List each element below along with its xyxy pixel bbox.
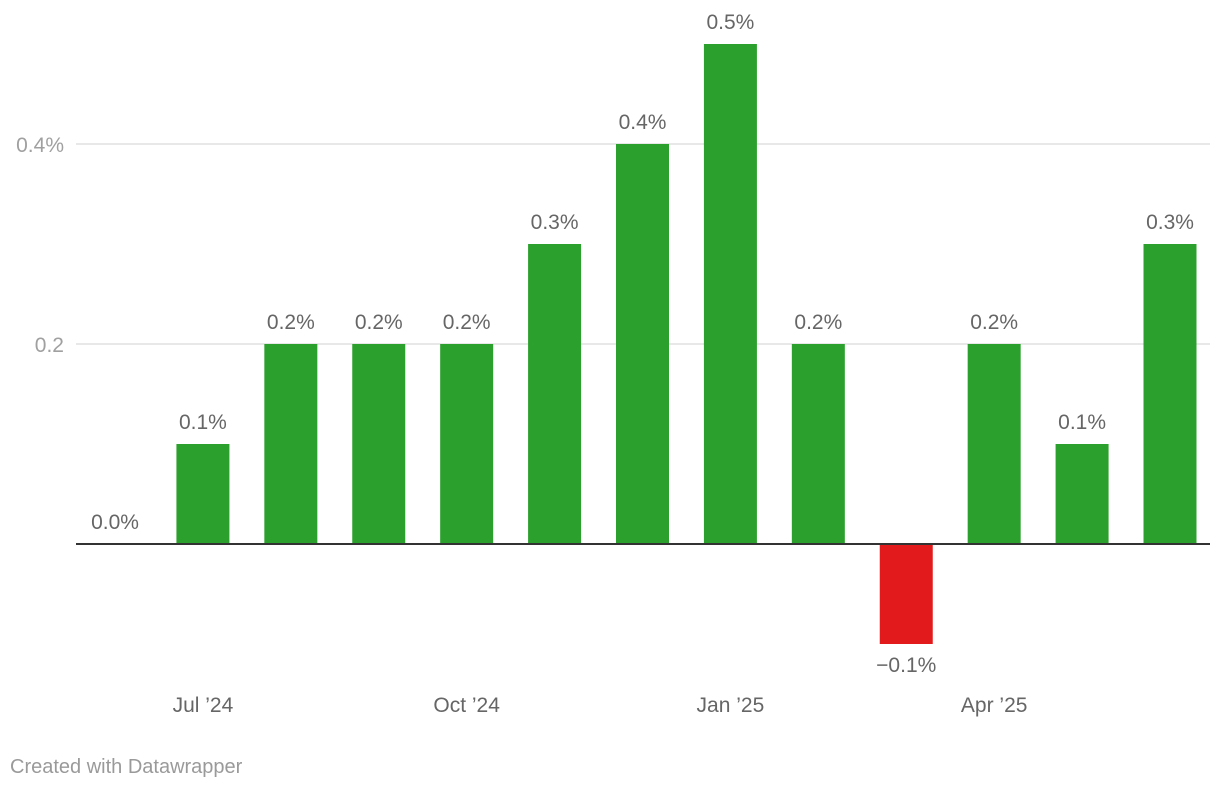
data-label: 0.2% [794, 311, 842, 334]
bar [879, 544, 933, 644]
data-label: 0.5% [706, 11, 754, 34]
bar [440, 344, 494, 544]
bar [967, 344, 1021, 544]
data-label: 0.2% [355, 311, 403, 334]
data-label: 0.0% [91, 511, 139, 534]
data-label: 0.3% [1146, 211, 1194, 234]
chart-svg: 0.4% 0.2 0.0% 0.1% 0.2% 0.2% 0.2% 0.3% 0.4% 0.5% 0… [16, 11, 1210, 717]
bar [528, 244, 582, 544]
bar [352, 344, 406, 544]
bar [1055, 444, 1109, 544]
data-label: 0.2% [267, 311, 315, 334]
y-tick-label: 0.4% [16, 134, 64, 157]
data-label: −0.1% [876, 654, 936, 677]
x-tick-label: Oct ’24 [433, 694, 500, 717]
data-label: 0.1% [1058, 411, 1106, 434]
data-label: 0.2% [970, 311, 1018, 334]
bar-chart: 0.4% 0.2 0.0% 0.1% 0.2% 0.2% 0.2% 0.3% 0.4% 0.5% 0… [16, 11, 1210, 717]
footer-credit[interactable]: Created with Datawrapper [10, 756, 243, 778]
bar [616, 144, 669, 544]
bar [703, 44, 757, 544]
x-tick-label: Apr ’25 [961, 694, 1028, 717]
bar [1143, 244, 1197, 544]
data-label: 0.1% [179, 411, 227, 434]
data-label: 0.2% [443, 311, 491, 334]
x-tick-label: Jan ’25 [697, 694, 765, 717]
y-tick-label: 0.2 [35, 334, 64, 357]
data-label: 0.3% [531, 211, 579, 234]
x-tick-label: Jul ’24 [173, 694, 234, 717]
bar [791, 344, 845, 544]
data-label: 0.4% [619, 111, 667, 134]
bar [176, 444, 230, 544]
bar [264, 344, 318, 544]
